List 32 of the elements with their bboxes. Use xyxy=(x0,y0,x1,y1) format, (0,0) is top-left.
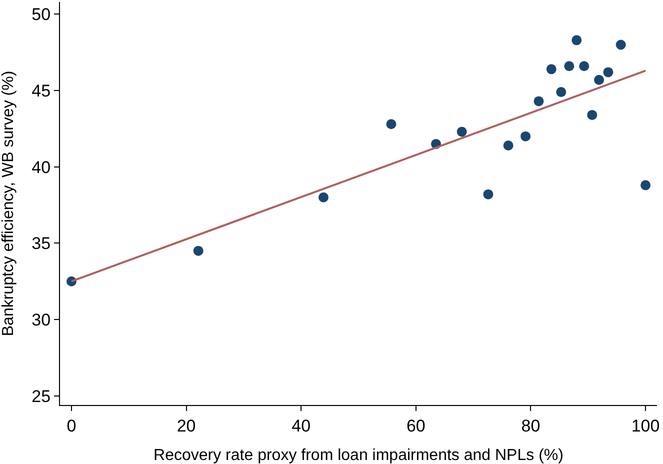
point xyxy=(594,74,604,85)
y-tick-label: 45 xyxy=(32,81,51,100)
y-tick-label: 35 xyxy=(32,234,51,254)
x-tick-label: 20 xyxy=(176,416,196,436)
point xyxy=(616,40,626,50)
point xyxy=(386,119,396,130)
x-tick-label: 60 xyxy=(406,416,426,436)
point xyxy=(587,110,598,120)
y-tick-label: 30 xyxy=(32,310,51,330)
point xyxy=(579,61,590,72)
x-tick-label: 0 xyxy=(66,416,76,436)
y-tick-label: 50 xyxy=(32,5,51,24)
point xyxy=(193,246,204,256)
point xyxy=(503,140,514,150)
point xyxy=(520,131,531,142)
y-tick-label: 25 xyxy=(32,386,51,406)
point xyxy=(572,35,582,46)
point xyxy=(640,180,651,190)
x-tick-label: 80 xyxy=(521,416,540,436)
x-axis-title: Recovery rate proxy from loan impairments and NPLs (%) xyxy=(154,447,564,464)
y-axis-title: Bankruptcy efficiency, WB survey (%) xyxy=(0,70,17,336)
point xyxy=(603,67,614,78)
point xyxy=(556,87,566,98)
point xyxy=(483,189,494,200)
point xyxy=(564,61,574,72)
point xyxy=(546,64,556,74)
x-tick-label: 100 xyxy=(631,416,660,436)
point xyxy=(534,96,544,106)
point xyxy=(456,126,467,137)
point xyxy=(318,192,328,202)
y-tick-label: 40 xyxy=(32,158,51,177)
x-tick-label: 40 xyxy=(292,416,311,436)
